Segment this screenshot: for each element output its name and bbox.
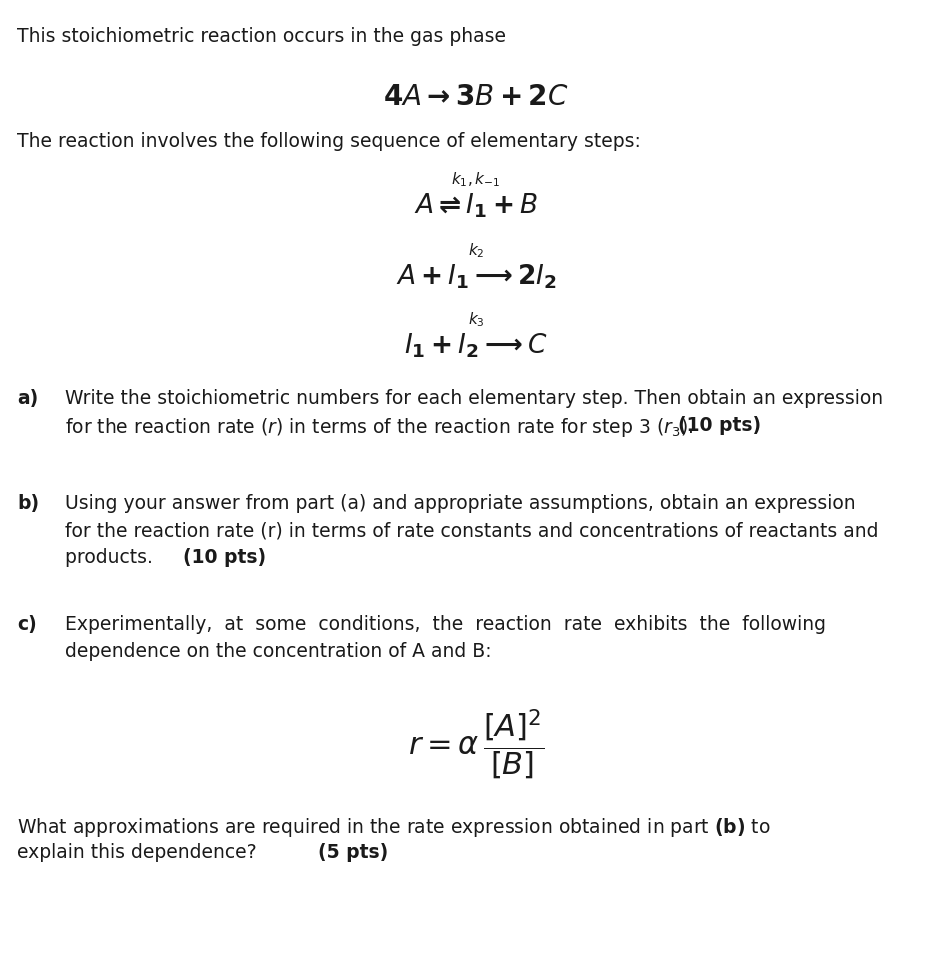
Text: This stoichiometric reaction occurs in the gas phase: This stoichiometric reaction occurs in t… <box>17 27 506 46</box>
Text: $k_2$: $k_2$ <box>467 241 485 261</box>
Text: $\mathbf{\mathit{I}_1 + \mathit{I}_2 \longrightarrow \mathit{C}}$: $\mathbf{\mathit{I}_1 + \mathit{I}_2 \lo… <box>405 331 547 360</box>
Text: dependence on the concentration of A and B:: dependence on the concentration of A and… <box>65 642 491 661</box>
Text: $\mathbf{\mathit{A} + \mathit{I}_1 \longrightarrow 2\mathit{I}_2}$: $\mathbf{\mathit{A} + \mathit{I}_1 \long… <box>396 262 556 291</box>
Text: Write the stoichiometric numbers for each elementary step. Then obtain an expres: Write the stoichiometric numbers for eac… <box>65 389 883 408</box>
Text: for the reaction rate ($r$) in terms of the reaction rate for step 3 ($r_3$).: for the reaction rate ($r$) in terms of … <box>65 416 702 439</box>
Text: $r = \alpha \,\dfrac{\left[A\right]^2}{\left[B\right]}$: $r = \alpha \,\dfrac{\left[A\right]^2}{\… <box>407 707 545 781</box>
Text: $k_1, k_{-1}$: $k_1, k_{-1}$ <box>451 171 501 190</box>
Text: (10 pts): (10 pts) <box>183 548 266 567</box>
Text: a): a) <box>17 389 38 408</box>
Text: b): b) <box>17 494 39 513</box>
Text: products.: products. <box>65 548 165 567</box>
Text: $\mathbf{\mathit{A} \rightleftharpoons \mathit{I}_1 + \mathit{B}}$: $\mathbf{\mathit{A} \rightleftharpoons \… <box>414 192 538 220</box>
Text: explain this dependence?: explain this dependence? <box>17 843 268 862</box>
Text: What approximations are required in the rate expression obtained in part $\mathb: What approximations are required in the … <box>17 816 771 839</box>
Text: (10 pts): (10 pts) <box>678 416 761 435</box>
Text: $\mathbf{4\mathit{A} \rightarrow 3\mathit{B} + 2\mathit{C}}$: $\mathbf{4\mathit{A} \rightarrow 3\mathi… <box>384 83 568 111</box>
Text: The reaction involves the following sequence of elementary steps:: The reaction involves the following sequ… <box>17 132 641 151</box>
Text: Experimentally,  at  some  conditions,  the  reaction  rate  exhibits  the  foll: Experimentally, at some conditions, the … <box>65 615 825 634</box>
Text: (5 pts): (5 pts) <box>318 843 388 862</box>
Text: $k_3$: $k_3$ <box>467 310 485 330</box>
Text: Using your answer from part (a) and appropriate assumptions, obtain an expressio: Using your answer from part (a) and appr… <box>65 494 855 513</box>
Text: c): c) <box>17 615 37 634</box>
Text: for the reaction rate (r) in terms of rate constants and concentrations of react: for the reaction rate (r) in terms of ra… <box>65 521 879 540</box>
